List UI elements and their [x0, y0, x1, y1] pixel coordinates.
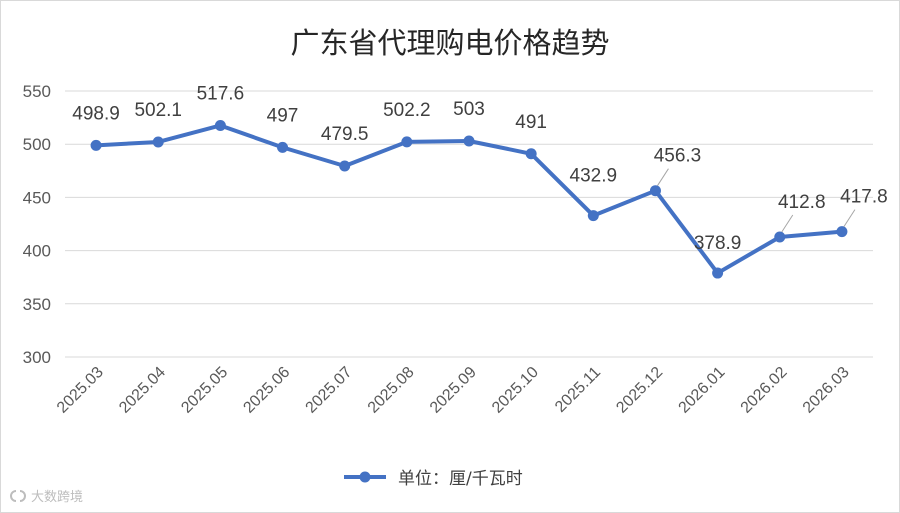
- data-point: [587, 210, 599, 222]
- x-tick-label: 2025.07: [303, 364, 356, 417]
- legend-marker-icon: [359, 471, 371, 483]
- data-label: 502.1: [134, 100, 182, 121]
- data-point: [525, 148, 537, 160]
- x-tick-label: 2026.02: [738, 364, 791, 417]
- x-tick-label: 2025.05: [178, 364, 231, 417]
- data-label: 432.9: [570, 166, 618, 187]
- y-axis-ticks: 300 350 400 450 500 550: [23, 82, 51, 367]
- chart-title: 广东省代理购电价格趋势: [290, 26, 609, 60]
- legend-label: 单位：厘/千瓦时: [398, 469, 523, 489]
- x-tick-label: 2026.01: [676, 364, 729, 417]
- label-leader-line: [657, 168, 669, 186]
- data-label: 491: [515, 112, 547, 133]
- data-label: 456.3: [654, 146, 702, 167]
- watermark-text: 大数跨境: [31, 490, 84, 505]
- data-point: [836, 226, 848, 238]
- data-label: 417.8: [840, 187, 888, 208]
- series-layer: 498.9 502.1 517.6 497 479.5 502.2 503 491 432.9 4…: [72, 83, 888, 279]
- data-point: [152, 136, 164, 148]
- x-tick-label: 2025.04: [116, 364, 169, 417]
- watermark: 大数跨境: [9, 486, 83, 505]
- y-tick-label: 400: [23, 242, 51, 261]
- data-label: 479.5: [321, 124, 369, 145]
- data-point: [712, 267, 724, 279]
- data-label: 503: [453, 99, 485, 120]
- label-leader-line: [843, 209, 856, 227]
- x-tick-label: 2025.09: [427, 364, 480, 417]
- data-label: 517.6: [197, 83, 245, 104]
- data-label: 378.9: [694, 233, 742, 254]
- data-point: [339, 160, 351, 172]
- data-point: [90, 139, 102, 151]
- data-label: 502.2: [383, 100, 431, 121]
- x-tick-label: 2025.11: [552, 364, 604, 416]
- data-point: [649, 185, 661, 197]
- label-leader-line: [781, 214, 794, 233]
- data-point: [774, 231, 786, 243]
- data-point: [277, 141, 289, 153]
- data-point: [463, 135, 475, 147]
- data-label: 498.9: [72, 103, 120, 124]
- x-tick-label: 2025.06: [240, 364, 293, 417]
- y-tick-label: 500: [23, 135, 51, 154]
- y-tick-label: 350: [23, 295, 51, 314]
- x-tick-label: 2025.08: [365, 364, 418, 417]
- y-tick-label: 300: [23, 348, 51, 367]
- legend: 单位：厘/千瓦时: [344, 469, 523, 489]
- x-tick-label: 2026.03: [800, 364, 853, 417]
- brand-logo-icon: [10, 489, 26, 502]
- y-tick-label: 550: [23, 82, 51, 101]
- data-label: 497: [267, 105, 299, 126]
- x-tick-label: 2025.03: [54, 364, 107, 417]
- data-label: 412.8: [778, 192, 826, 213]
- gridlines: [65, 90, 873, 358]
- data-point: [214, 119, 226, 131]
- x-tick-label: 2025.12: [613, 364, 666, 417]
- x-axis-ticks: 2025.03 2025.04 2025.05 2025.06 2025.07 2025.…: [54, 364, 853, 417]
- data-point: [401, 136, 413, 148]
- x-tick-label: 2025.10: [489, 364, 542, 417]
- y-tick-label: 450: [23, 188, 51, 207]
